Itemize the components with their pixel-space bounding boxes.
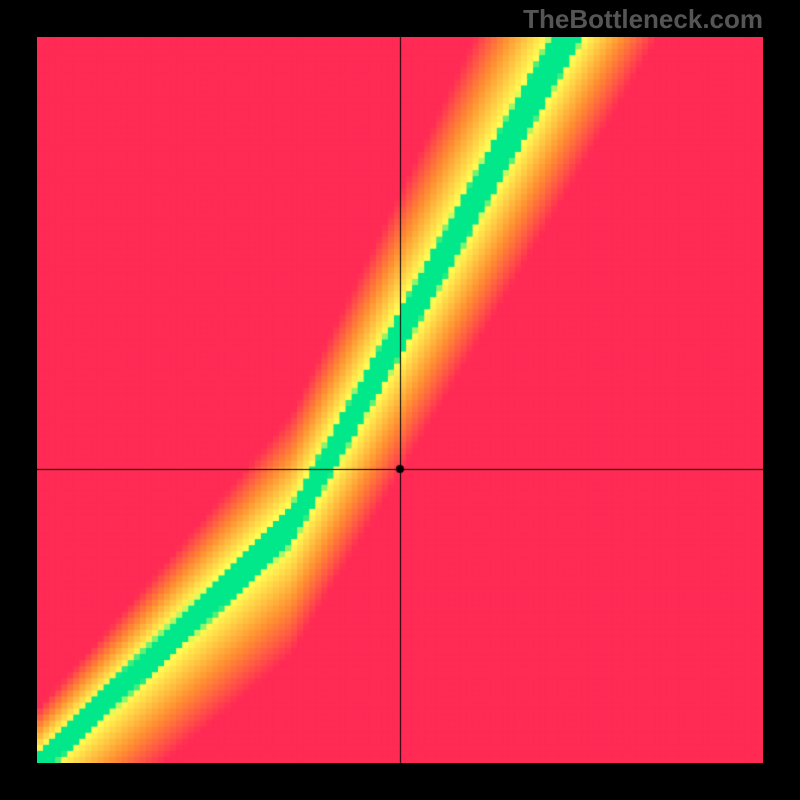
chart-container: TheBottleneck.com xyxy=(0,0,800,800)
watermark-text: TheBottleneck.com xyxy=(523,4,763,35)
bottleneck-heatmap xyxy=(37,37,763,763)
